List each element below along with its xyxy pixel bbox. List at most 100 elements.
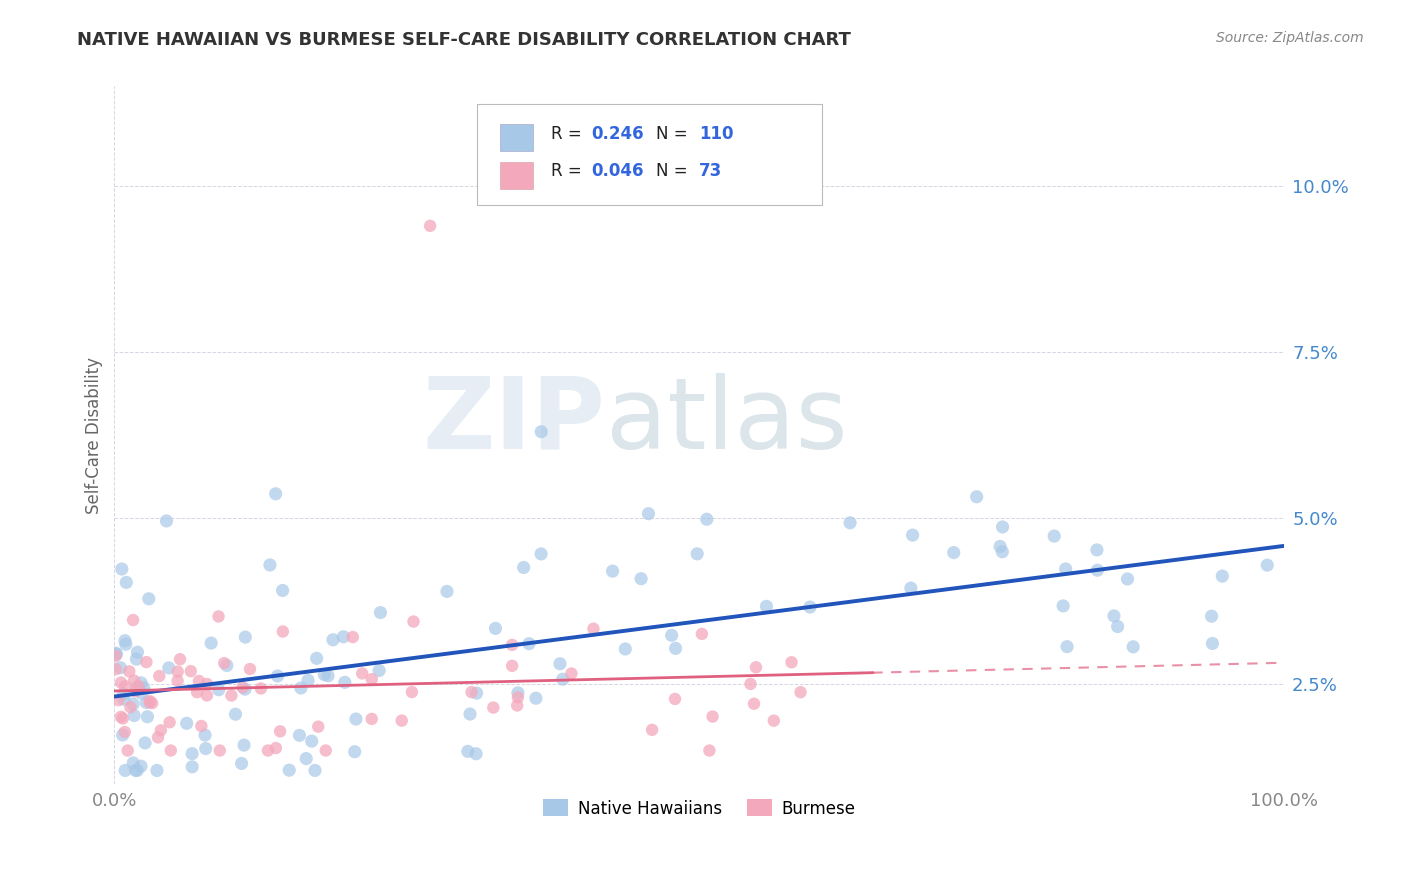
Native Hawaiians [181, 760, 204, 774]
Native Hawaiians [1054, 562, 1077, 576]
Burmese [135, 655, 157, 669]
Burmese [664, 692, 686, 706]
Native Hawaiians [991, 520, 1014, 534]
Native Hawaiians [233, 738, 256, 752]
Native Hawaiians [517, 637, 540, 651]
Native Hawaiians [602, 564, 624, 578]
Burmese [699, 743, 721, 757]
Burmese [212, 656, 235, 670]
Native Hawaiians [1116, 572, 1139, 586]
Text: R =: R = [551, 125, 586, 143]
Native Hawaiians [1107, 619, 1129, 633]
Native Hawaiians [127, 764, 149, 778]
Burmese [139, 694, 162, 708]
Burmese [186, 685, 208, 699]
Native Hawaiians [233, 630, 256, 644]
Native Hawaiians [138, 591, 160, 606]
Native Hawaiians [194, 741, 217, 756]
Native Hawaiians [115, 637, 138, 651]
Native Hawaiians [942, 545, 965, 559]
Native Hawaiians [1256, 558, 1278, 573]
Native Hawaiians [322, 632, 344, 647]
Native Hawaiians [755, 599, 778, 614]
Native Hawaiians [484, 621, 506, 635]
Text: 73: 73 [699, 162, 723, 180]
Native Hawaiians [630, 572, 652, 586]
Burmese [208, 743, 231, 757]
Burmese [501, 658, 523, 673]
Native Hawaiians [127, 645, 149, 659]
FancyBboxPatch shape [501, 161, 533, 189]
Burmese [159, 715, 181, 730]
Text: 0.046: 0.046 [592, 162, 644, 180]
Native Hawaiians [122, 697, 145, 711]
Burmese [128, 679, 150, 693]
Native Hawaiians [966, 490, 988, 504]
Native Hawaiians [155, 514, 177, 528]
Native Hawaiians [696, 512, 718, 526]
Burmese [742, 697, 765, 711]
Burmese [271, 624, 294, 639]
Native Hawaiians [1052, 599, 1074, 613]
Text: NATIVE HAWAIIAN VS BURMESE SELF-CARE DISABILITY CORRELATION CHART: NATIVE HAWAIIAN VS BURMESE SELF-CARE DIS… [77, 31, 851, 49]
Native Hawaiians [231, 756, 253, 771]
Burmese [352, 666, 374, 681]
Native Hawaiians [134, 736, 156, 750]
Native Hawaiians [614, 642, 637, 657]
Burmese [391, 714, 413, 728]
Native Hawaiians [290, 681, 312, 695]
Native Hawaiians [264, 487, 287, 501]
Burmese [419, 219, 441, 233]
Native Hawaiians [200, 636, 222, 650]
Native Hawaiians [458, 706, 481, 721]
Native Hawaiians [314, 667, 336, 681]
Native Hawaiians [436, 584, 458, 599]
Native Hawaiians [129, 759, 152, 773]
Native Hawaiians [686, 547, 709, 561]
Native Hawaiians [1201, 609, 1223, 624]
Native Hawaiians [157, 661, 180, 675]
Burmese [506, 698, 529, 713]
Native Hawaiians [295, 751, 318, 765]
Native Hawaiians [370, 606, 392, 620]
Text: atlas: atlas [606, 373, 848, 469]
Native Hawaiians [146, 764, 169, 778]
Native Hawaiians [1102, 608, 1125, 623]
Native Hawaiians [271, 583, 294, 598]
Text: Source: ZipAtlas.com: Source: ZipAtlas.com [1216, 31, 1364, 45]
FancyBboxPatch shape [477, 103, 823, 205]
Burmese [501, 638, 523, 652]
Burmese [780, 655, 803, 669]
Native Hawaiians [465, 747, 488, 761]
Legend: Native Hawaiians, Burmese: Native Hawaiians, Burmese [536, 793, 862, 824]
Native Hawaiians [297, 673, 319, 688]
Native Hawaiians [991, 545, 1014, 559]
Native Hawaiians [368, 664, 391, 678]
Native Hawaiians [129, 675, 152, 690]
Burmese [195, 677, 218, 691]
Native Hawaiians [278, 763, 301, 777]
Native Hawaiians [506, 686, 529, 700]
Native Hawaiians [132, 681, 155, 695]
Native Hawaiians [343, 745, 366, 759]
Burmese [745, 660, 768, 674]
Burmese [107, 693, 129, 707]
Burmese [740, 677, 762, 691]
Native Hawaiians [125, 681, 148, 695]
Native Hawaiians [512, 560, 534, 574]
Burmese [232, 681, 254, 695]
Burmese [789, 685, 811, 699]
Burmese [114, 679, 136, 693]
Native Hawaiians [332, 630, 354, 644]
Text: 0.246: 0.246 [592, 125, 644, 143]
Native Hawaiians [110, 661, 132, 675]
Native Hawaiians [124, 764, 146, 778]
Native Hawaiians [111, 728, 134, 742]
Native Hawaiians [530, 425, 553, 439]
Native Hawaiians [181, 747, 204, 761]
Burmese [401, 685, 423, 699]
Burmese [239, 662, 262, 676]
Native Hawaiians [115, 575, 138, 590]
Native Hawaiians [208, 682, 231, 697]
Native Hawaiians [266, 669, 288, 683]
